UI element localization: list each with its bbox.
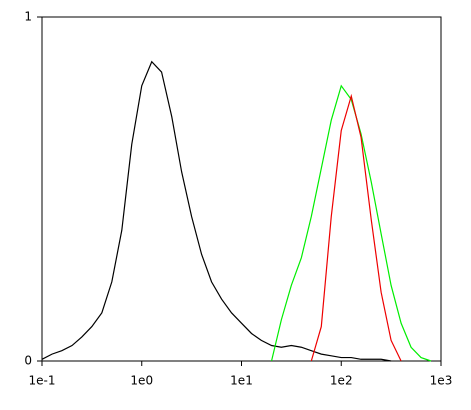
histogram-line: [310, 93, 402, 362]
x-tick-label: 1e2: [330, 374, 353, 388]
plot-frame: [41, 16, 442, 362]
histogram-line: [270, 84, 432, 362]
x-tick-label: 1e3: [430, 374, 453, 388]
x-tick-label: 1e1: [230, 374, 253, 388]
y-tick-label: 0: [24, 354, 32, 368]
x-tick-label: 1e0: [130, 374, 153, 388]
y-tick-label: 1: [24, 10, 32, 24]
histogram-line: [41, 60, 392, 362]
x-tick-label: 1e-1: [29, 374, 56, 388]
